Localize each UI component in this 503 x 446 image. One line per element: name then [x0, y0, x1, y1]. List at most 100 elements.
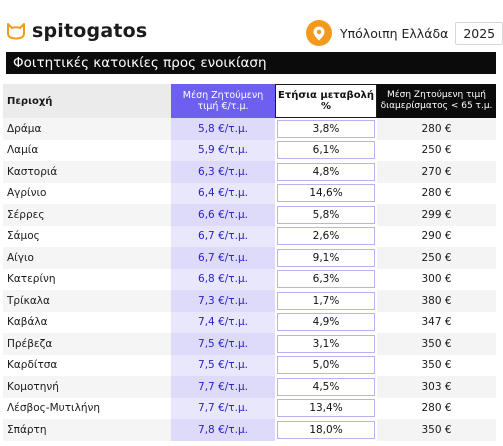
area-cell: Κατερίνη [3, 268, 171, 290]
table-row: Σπάρτη 7,8 €/τ.μ. 18,0% 350 € [3, 419, 496, 441]
change-cell: 4,8% [275, 161, 377, 183]
table-row: Σέρρες 6,6 €/τ.μ. 5,8% 299 € [3, 204, 496, 226]
change-cell: 6,3% [275, 268, 377, 290]
area-cell: Πρέβεζα [3, 333, 171, 355]
price-cell: 6,7 €/τ.μ. [171, 225, 275, 247]
studio-price-cell: 280 € [377, 397, 496, 419]
cat-logo-icon [7, 23, 25, 40]
change-cell: 2,6% [275, 225, 377, 247]
area-cell: Τρίκαλα [3, 290, 171, 312]
region-label[interactable]: Υπόλοιπη Ελλάδα [340, 25, 449, 41]
studio-price-cell: 300 € [377, 268, 496, 290]
area-cell: Λέσβος-Μυτιλήνη [3, 397, 171, 419]
table-row: Αίγιο 6,7 €/τ.μ. 9,1% 250 € [3, 247, 496, 269]
studio-price-cell: 350 € [377, 419, 496, 441]
change-value: 14,6% [277, 184, 375, 203]
change-cell: 18,0% [275, 419, 377, 441]
area-cell: Δράμα [3, 118, 171, 140]
price-cell: 7,5 €/τ.μ. [171, 354, 275, 376]
price-cell: 7,7 €/τ.μ. [171, 376, 275, 398]
logo: spitogatos [6, 20, 147, 42]
table-row: Καρδίτσα 7,5 €/τ.μ. 5,0% 350 € [3, 354, 496, 376]
price-cell: 7,8 €/τ.μ. [171, 419, 275, 441]
change-value: 9,1% [277, 248, 375, 267]
price-cell: 6,6 €/τ.μ. [171, 204, 275, 226]
area-cell: Λαμία [3, 139, 171, 161]
year-selector[interactable]: 2025 [455, 21, 503, 45]
rent-table: Περιοχή Μέση Ζητούμενη τιμή €/τ.μ. Ετήσι… [3, 84, 496, 441]
change-value: 3,1% [277, 334, 375, 353]
table-row: Τρίκαλα 7,3 €/τ.μ. 1,7% 380 € [3, 290, 496, 312]
change-cell: 5,0% [275, 354, 377, 376]
change-cell: 5,8% [275, 204, 377, 226]
studio-price-cell: 250 € [377, 139, 496, 161]
studio-price-cell: 350 € [377, 333, 496, 355]
change-value: 4,8% [277, 162, 375, 181]
studio-price-cell: 350 € [377, 354, 496, 376]
table-row: Πρέβεζα 7,5 €/τ.μ. 3,1% 350 € [3, 333, 496, 355]
price-cell: 7,4 €/τ.μ. [171, 311, 275, 333]
area-cell: Κομοτηνή [3, 376, 171, 398]
area-cell: Σέρρες [3, 204, 171, 226]
column-header-area: Περιοχή [3, 84, 171, 118]
table-row: Δράμα 5,8 €/τ.μ. 3,8% 280 € [3, 118, 496, 140]
table-row: Σάμος 6,7 €/τ.μ. 2,6% 290 € [3, 225, 496, 247]
column-header-price: Μέση Ζητούμενη τιμή €/τ.μ. [171, 84, 275, 118]
area-cell: Σάμος [3, 225, 171, 247]
price-cell: 7,7 €/τ.μ. [171, 397, 275, 419]
price-cell: 7,3 €/τ.μ. [171, 290, 275, 312]
change-cell: 6,1% [275, 139, 377, 161]
change-cell: 1,7% [275, 290, 377, 312]
change-value: 2,6% [277, 227, 375, 246]
price-cell: 6,4 €/τ.μ. [171, 182, 275, 204]
price-cell: 5,9 €/τ.μ. [171, 139, 275, 161]
change-cell: 9,1% [275, 247, 377, 269]
studio-price-cell: 270 € [377, 161, 496, 183]
change-value: 5,0% [277, 356, 375, 375]
change-cell: 3,8% [275, 118, 377, 140]
title-bar: Φοιτητικές κατοικίες προς ενοικίαση [6, 52, 496, 74]
change-cell: 4,5% [275, 376, 377, 398]
change-value: 4,5% [277, 377, 375, 396]
page-title: Φοιτητικές κατοικίες προς ενοικίαση [13, 55, 267, 71]
area-cell: Αίγιο [3, 247, 171, 269]
price-cell: 6,8 €/τ.μ. [171, 268, 275, 290]
change-cell: 13,4% [275, 397, 377, 419]
change-value: 6,3% [277, 270, 375, 289]
table-row: Κομοτηνή 7,7 €/τ.μ. 4,5% 303 € [3, 376, 496, 398]
table-row: Καβάλα 7,4 €/τ.μ. 4,9% 347 € [3, 311, 496, 333]
change-value: 4,9% [277, 313, 375, 332]
area-cell: Αγρίνιο [3, 182, 171, 204]
area-cell: Καστοριά [3, 161, 171, 183]
table-row: Κατερίνη 6,8 €/τ.μ. 6,3% 300 € [3, 268, 496, 290]
price-cell: 6,3 €/τ.μ. [171, 161, 275, 183]
table-row: Λέσβος-Μυτιλήνη 7,7 €/τ.μ. 13,4% 280 € [3, 397, 496, 419]
price-cell: 6,7 €/τ.μ. [171, 247, 275, 269]
studio-price-cell: 250 € [377, 247, 496, 269]
studio-price-cell: 299 € [377, 204, 496, 226]
location-pin-icon [306, 20, 332, 46]
studio-price-cell: 303 € [377, 376, 496, 398]
area-cell: Σπάρτη [3, 419, 171, 441]
studio-price-cell: 280 € [377, 182, 496, 204]
studio-price-cell: 380 € [377, 290, 496, 312]
change-cell: 3,1% [275, 333, 377, 355]
price-cell: 7,5 €/τ.μ. [171, 333, 275, 355]
change-cell: 14,6% [275, 182, 377, 204]
column-header-change: Ετήσια μεταβολή % [275, 84, 377, 118]
brand-name: spitogatos [32, 20, 148, 42]
change-value: 6,1% [277, 141, 375, 160]
price-cell: 5,8 €/τ.μ. [171, 118, 275, 140]
change-value: 5,8% [277, 205, 375, 224]
change-value: 18,0% [277, 420, 375, 439]
region-selector[interactable]: Υπόλοιπη Ελλάδα 2025 [306, 20, 503, 46]
table-row: Λαμία 5,9 €/τ.μ. 6,1% 250 € [3, 139, 496, 161]
column-header-studio-price: Μέση Ζητούμενη τιμή διαμερίσματος < 65 τ… [377, 84, 496, 118]
change-cell: 4,9% [275, 311, 377, 333]
studio-price-cell: 280 € [377, 118, 496, 140]
change-value: 1,7% [277, 291, 375, 310]
table-row: Καστοριά 6,3 €/τ.μ. 4,8% 270 € [3, 161, 496, 183]
area-cell: Καρδίτσα [3, 354, 171, 376]
header: spitogatos Υπόλοιπη Ελλάδα 2025 [0, 0, 503, 50]
area-cell: Καβάλα [3, 311, 171, 333]
